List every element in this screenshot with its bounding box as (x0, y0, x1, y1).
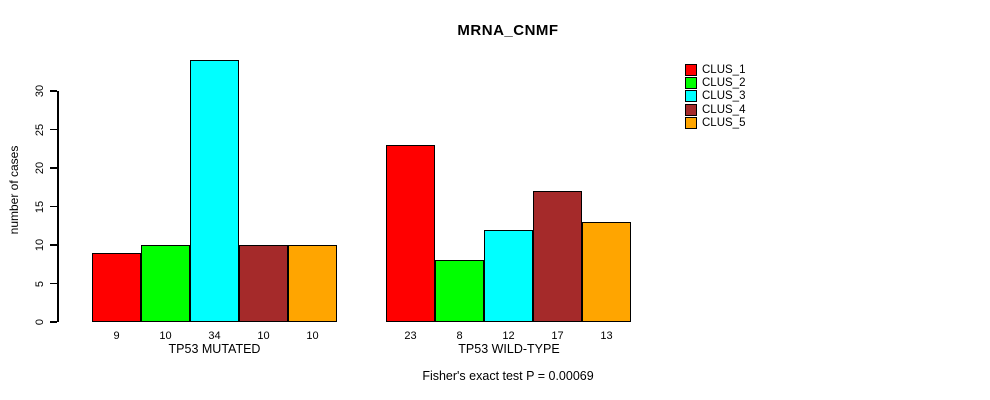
legend-item-clus_1: CLUS_1 (685, 63, 745, 76)
legend-swatch-clus_4 (685, 103, 697, 116)
legend-item-clus_3: CLUS_3 (685, 90, 745, 103)
y-tick-label: 10 (34, 238, 46, 252)
bar-value-label: 9 (113, 330, 120, 342)
bar-value-label: 23 (404, 330, 417, 342)
group-label-tp53-mutated: TP53 MUTATED (168, 342, 261, 356)
y-axis-line (57, 91, 59, 322)
bar-clus_2-tp53-mutated (141, 245, 190, 322)
chart-title: MRNA_CNMF (457, 22, 559, 39)
y-tick-label: 0 (34, 318, 46, 326)
bar-clus_5-tp53-wild-type (582, 222, 631, 322)
group-label-tp53-wild-type: TP53 WILD-TYPE (458, 342, 560, 356)
bar-value-label: 10 (257, 330, 270, 342)
legend-item-clus_4: CLUS_4 (685, 103, 745, 116)
legend-label: CLUS_4 (702, 103, 746, 116)
y-tick-label: 5 (34, 280, 46, 287)
bar-clus_4-tp53-mutated (239, 245, 288, 322)
y-tick-mark (50, 167, 57, 169)
y-tick-label: 20 (34, 161, 46, 175)
bar-clus_3-tp53-wild-type (484, 230, 533, 322)
bar-value-label: 17 (551, 330, 564, 342)
legend-label: CLUS_5 (702, 117, 746, 130)
bar-clus_3-tp53-mutated (190, 60, 239, 322)
legend-label: CLUS_1 (702, 63, 746, 76)
bar-value-label: 13 (600, 330, 613, 342)
bar-value-label: 10 (159, 330, 172, 342)
bar-value-label: 8 (456, 330, 463, 342)
legend-swatch-clus_3 (685, 90, 697, 103)
legend-item-clus_2: CLUS_2 (685, 76, 746, 90)
y-tick-mark (50, 282, 57, 285)
y-tick-mark (50, 205, 57, 208)
bar-clus_5-tp53-mutated (288, 245, 337, 322)
fisher-exact-test-caption: Fisher's exact test P = 0.00069 (422, 369, 594, 383)
bar-value-label: 34 (208, 330, 221, 342)
y-axis-title: number of cases (7, 145, 21, 235)
y-tick-label: 25 (34, 123, 46, 136)
legend-label: CLUS_2 (702, 77, 746, 90)
bar-value-label: 10 (306, 330, 319, 342)
bar-clus_2-tp53-wild-type (435, 260, 484, 322)
y-tick-mark (50, 321, 57, 323)
legend-label: CLUS_3 (702, 90, 746, 103)
y-tick-label: 30 (34, 84, 46, 98)
bar-clus_1-tp53-wild-type (386, 145, 435, 322)
y-tick-mark (50, 244, 57, 246)
legend-swatch-clus_5 (685, 117, 697, 130)
y-tick-mark (50, 90, 57, 92)
bar-clus_4-tp53-wild-type (533, 191, 582, 322)
legend: CLUS_1 CLUS_2 CLUS_3 CLUS_4 CLUS_5 (685, 63, 745, 130)
legend-item-clus_5: CLUS_5 (685, 117, 745, 130)
legend-swatch-clus_1 (685, 63, 697, 76)
bar-clus_1-tp53-mutated (92, 253, 141, 322)
y-tick-mark (50, 128, 57, 131)
y-tick-label: 15 (34, 200, 46, 213)
legend-swatch-clus_2 (685, 77, 697, 90)
bar-value-label: 12 (502, 330, 515, 342)
